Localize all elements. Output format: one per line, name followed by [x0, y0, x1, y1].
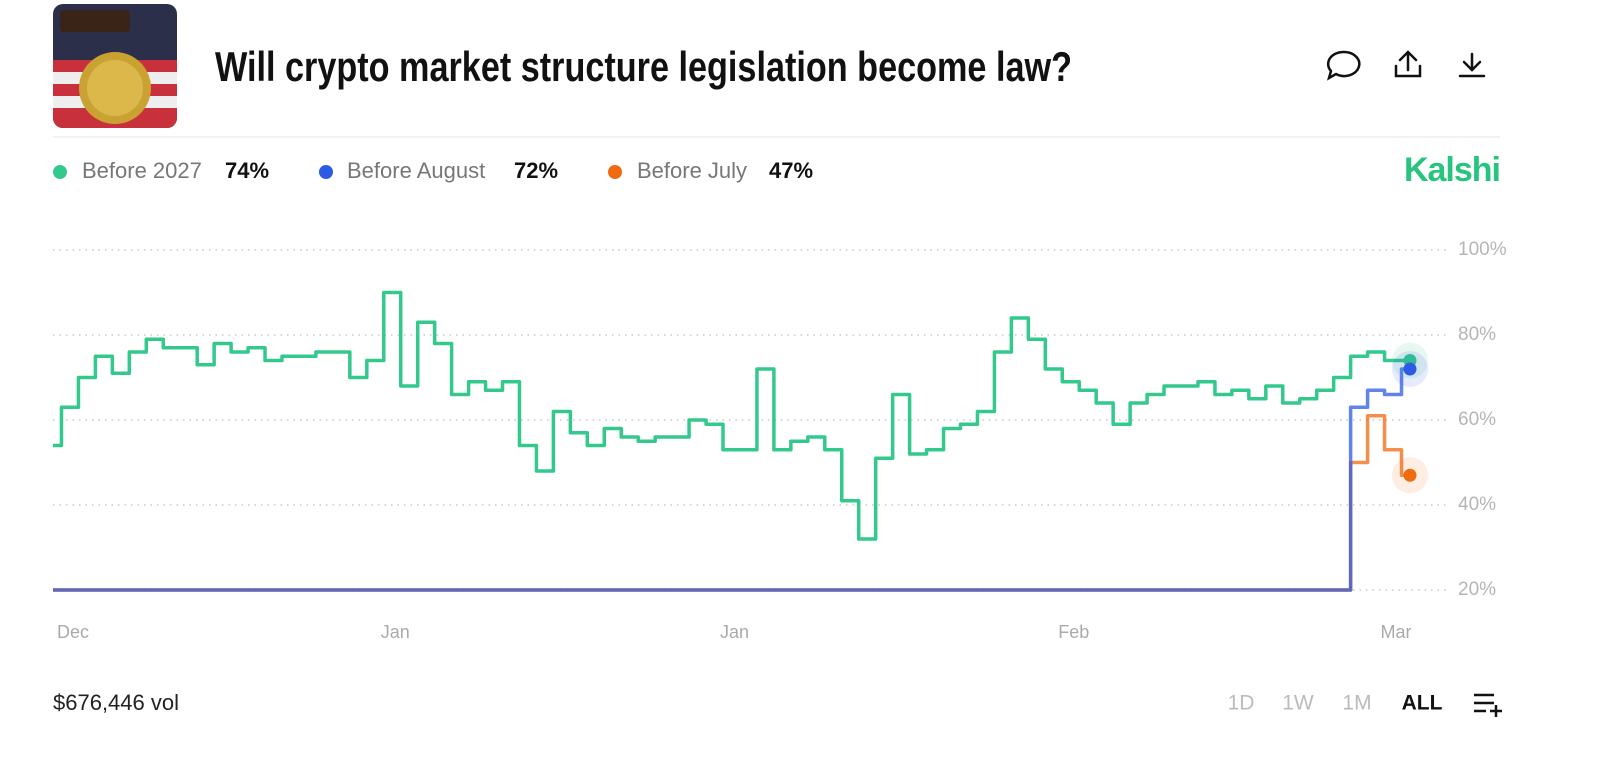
thumbnail [53, 4, 177, 128]
y-tick-label: 60% [1458, 409, 1496, 430]
title: Will crypto market structure legislation… [215, 43, 1072, 90]
legend-dot [53, 165, 67, 179]
legend-name: Before August [347, 158, 485, 183]
end-point [1403, 468, 1417, 482]
legend-value: 47% [769, 158, 813, 183]
y-tick-label: 80% [1458, 324, 1496, 345]
x-tick-label: Mar [1381, 622, 1412, 642]
y-tick-label: 20% [1458, 579, 1496, 600]
x-tick-label: Jan [381, 622, 410, 642]
legend-dot [608, 165, 622, 179]
legend-value: 72% [514, 158, 558, 183]
legend-value: 74% [225, 158, 269, 183]
series-line [53, 290, 1410, 541]
volume: $676,446 vol [53, 690, 179, 715]
series-line [53, 414, 1410, 592]
x-tick-label: Feb [1058, 622, 1089, 642]
x-tick-label: Dec [57, 622, 89, 642]
download-button[interactable] [1458, 52, 1486, 78]
legend-name: Before 2027 [82, 158, 202, 183]
add-series-button[interactable] [1474, 693, 1502, 717]
legend-dot [319, 165, 333, 179]
y-tick-label: 100% [1458, 239, 1507, 260]
x-tick-label: Jan [720, 622, 749, 642]
range-button[interactable]: 1M [1342, 692, 1371, 715]
range-button[interactable]: ALL [1402, 692, 1443, 715]
legend-name: Before July [637, 158, 747, 183]
share-button[interactable] [1394, 50, 1422, 78]
range-button[interactable]: 1W [1282, 692, 1314, 715]
end-point [1403, 362, 1417, 376]
y-tick-label: 40% [1458, 494, 1496, 515]
comment-button[interactable] [1326, 50, 1361, 81]
range-button[interactable]: 1D [1228, 692, 1255, 715]
series-line [53, 367, 1410, 592]
brand-logo: Kalshi [1404, 151, 1500, 189]
